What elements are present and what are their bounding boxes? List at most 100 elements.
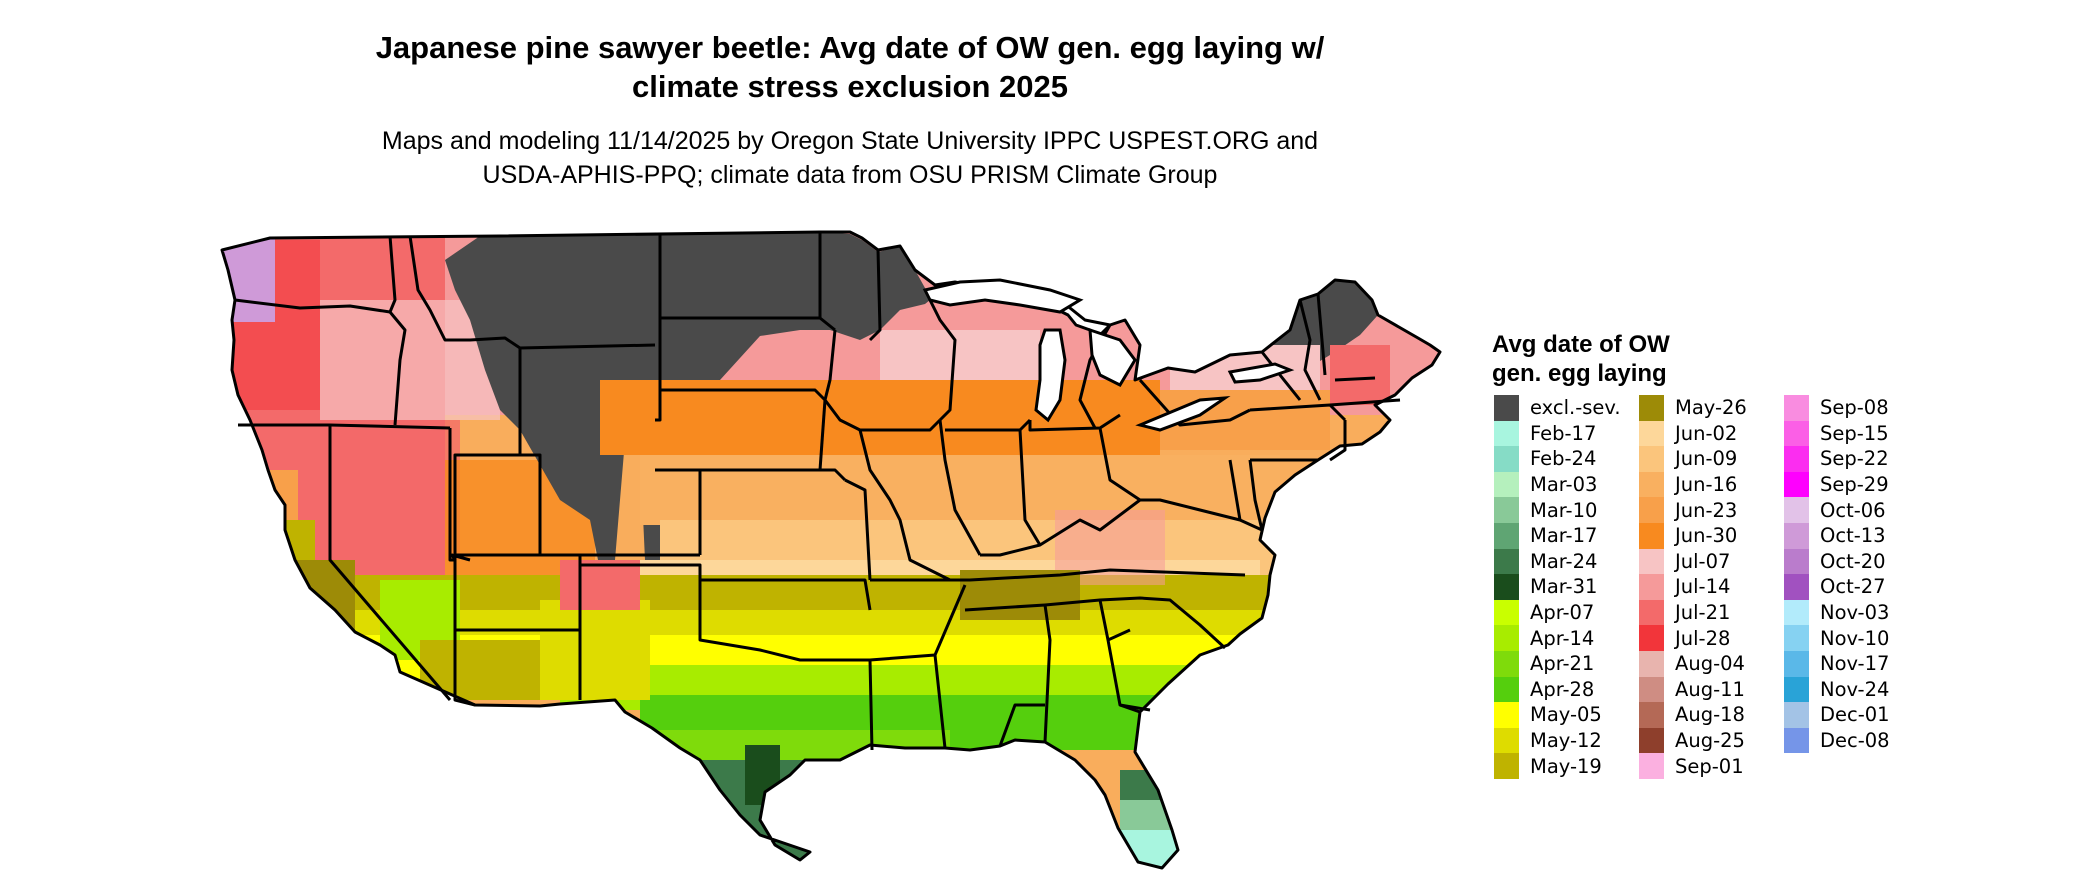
legend-swatch	[1494, 650, 1519, 677]
legend-swatch	[1494, 548, 1519, 575]
legend-label: Apr-28	[1530, 677, 1595, 701]
legend-label: May-12	[1530, 729, 1602, 753]
legend-swatch	[1784, 650, 1809, 677]
legend-item: Aug-25	[1639, 727, 1784, 754]
legend-label: Jun-16	[1675, 473, 1738, 497]
legend-item: Jun-23	[1639, 497, 1784, 523]
legend-item: May-05	[1494, 702, 1639, 728]
legend-swatch	[1639, 522, 1664, 549]
legend-item: Sep-29	[1784, 471, 1929, 498]
legend-label: Oct-27	[1820, 575, 1886, 599]
legend-column: May-26 Jun-02 Jun-09 Jun-16 Jun-23 Jun-30 Jul-…	[1639, 395, 1784, 779]
legend-item: Jun-16	[1639, 471, 1784, 498]
legend-item: Jul-28	[1639, 625, 1784, 651]
legend-label: Sep-22	[1820, 447, 1889, 471]
legend-swatch	[1784, 599, 1809, 626]
legend-item: Aug-18	[1639, 702, 1784, 728]
legend-label: Nov-10	[1820, 626, 1890, 650]
legend-swatch	[1639, 395, 1664, 421]
legend-swatch	[1639, 446, 1664, 472]
legend-swatch	[1639, 625, 1664, 651]
legend-item: Dec-08	[1784, 727, 1929, 754]
legend-item: Mar-10	[1494, 497, 1639, 523]
legend-label: Jun-09	[1675, 447, 1738, 471]
legend-item: Mar-24	[1494, 548, 1639, 575]
legend-label: May-26	[1675, 396, 1747, 420]
lake-ontario	[1227, 362, 1295, 384]
legend-label: Mar-31	[1530, 575, 1598, 599]
legend-swatch	[1494, 395, 1519, 421]
legend-label: Oct-06	[1820, 498, 1886, 522]
legend-label: Aug-25	[1675, 729, 1745, 753]
map-subtitle-line1: Maps and modeling 11/14/2025 by Oregon S…	[381, 127, 1319, 155]
legend-label: Sep-01	[1675, 754, 1744, 778]
legend-label: Jun-02	[1675, 421, 1738, 445]
legend-swatch	[1639, 727, 1664, 754]
legend-swatch	[1639, 548, 1664, 575]
legend-label: Mar-10	[1530, 498, 1598, 522]
legend-label: Feb-17	[1530, 421, 1597, 445]
legend-swatch	[1784, 676, 1809, 703]
legend-item: Apr-07	[1494, 599, 1639, 626]
legend-label: Sep-15	[1820, 421, 1889, 445]
legend-swatch	[1784, 471, 1809, 498]
legend-item: Feb-24	[1494, 446, 1639, 472]
legend-item: Oct-13	[1784, 522, 1929, 549]
lake-huron	[1088, 327, 1137, 387]
legend-swatch	[1784, 548, 1809, 575]
legend-item: Oct-06	[1784, 497, 1929, 523]
lake-michigan	[1034, 328, 1067, 423]
legend-item: Feb-17	[1494, 420, 1639, 447]
legend-swatch	[1784, 522, 1809, 549]
legend-label: Oct-20	[1820, 549, 1886, 573]
legend-swatch	[1784, 702, 1809, 728]
legend-title-line2: gen. egg laying	[1492, 360, 1667, 387]
legend-label: Dec-08	[1820, 729, 1890, 753]
legend-swatch	[1639, 599, 1664, 626]
legend-swatch	[1494, 446, 1519, 472]
legend-label: Jul-21	[1675, 601, 1731, 625]
legend-swatch	[1784, 727, 1809, 754]
legend-item: Apr-21	[1494, 650, 1639, 677]
legend-swatch	[1639, 471, 1664, 498]
legend-swatch	[1639, 650, 1664, 677]
legend-item: Sep-22	[1784, 446, 1929, 472]
legend-swatch	[1494, 497, 1519, 523]
legend-column: Sep-08 Sep-15 Sep-22 Sep-29 Oct-06 Oct-13 Oct-…	[1784, 395, 1929, 779]
legend-swatch	[1639, 676, 1664, 703]
legend-label: Jun-30	[1675, 524, 1738, 548]
legend-swatch	[1494, 753, 1519, 779]
legend-swatch	[1784, 395, 1809, 421]
legend-item: May-19	[1494, 753, 1639, 779]
map-subtitle: Maps and modeling 11/14/2025 by Oregon S…	[290, 124, 1410, 192]
legend-item: May-12	[1494, 727, 1639, 754]
lake-erie	[1135, 396, 1231, 432]
legend-item: Apr-28	[1494, 676, 1639, 703]
legend-item: excl.-sev.	[1494, 395, 1639, 421]
legend-item: May-26	[1639, 395, 1784, 421]
legend-label: May-05	[1530, 703, 1602, 727]
lake-superior	[922, 278, 1084, 314]
legend-label: Jun-23	[1675, 498, 1738, 522]
great-lakes	[922, 278, 1295, 432]
legend-swatch	[1639, 574, 1664, 600]
legend-label: Jul-07	[1675, 549, 1731, 573]
map-subtitle-line2: USDA-APHIS-PPQ; climate data from OSU PR…	[482, 161, 1218, 189]
legend-swatch	[1494, 676, 1519, 703]
legend-swatch	[1494, 471, 1519, 498]
legend-label: Apr-07	[1530, 601, 1595, 625]
legend-item: Dec-01	[1784, 702, 1929, 728]
legend-item: Sep-01	[1639, 753, 1784, 779]
legend-swatch	[1639, 420, 1664, 447]
legend-item: Oct-20	[1784, 548, 1929, 575]
legend-label: Aug-04	[1675, 652, 1745, 676]
legend-swatch	[1494, 420, 1519, 447]
legend-swatch	[1784, 497, 1809, 523]
state-borders	[220, 230, 1442, 870]
legend-item: Jun-09	[1639, 446, 1784, 472]
legend-label: Dec-01	[1820, 703, 1890, 727]
legend-label: Aug-18	[1675, 703, 1745, 727]
legend-swatch	[1494, 702, 1519, 728]
us-map	[220, 230, 1442, 870]
map-title: Japanese pine sawyer beetle: Avg date of…	[300, 28, 1400, 106]
